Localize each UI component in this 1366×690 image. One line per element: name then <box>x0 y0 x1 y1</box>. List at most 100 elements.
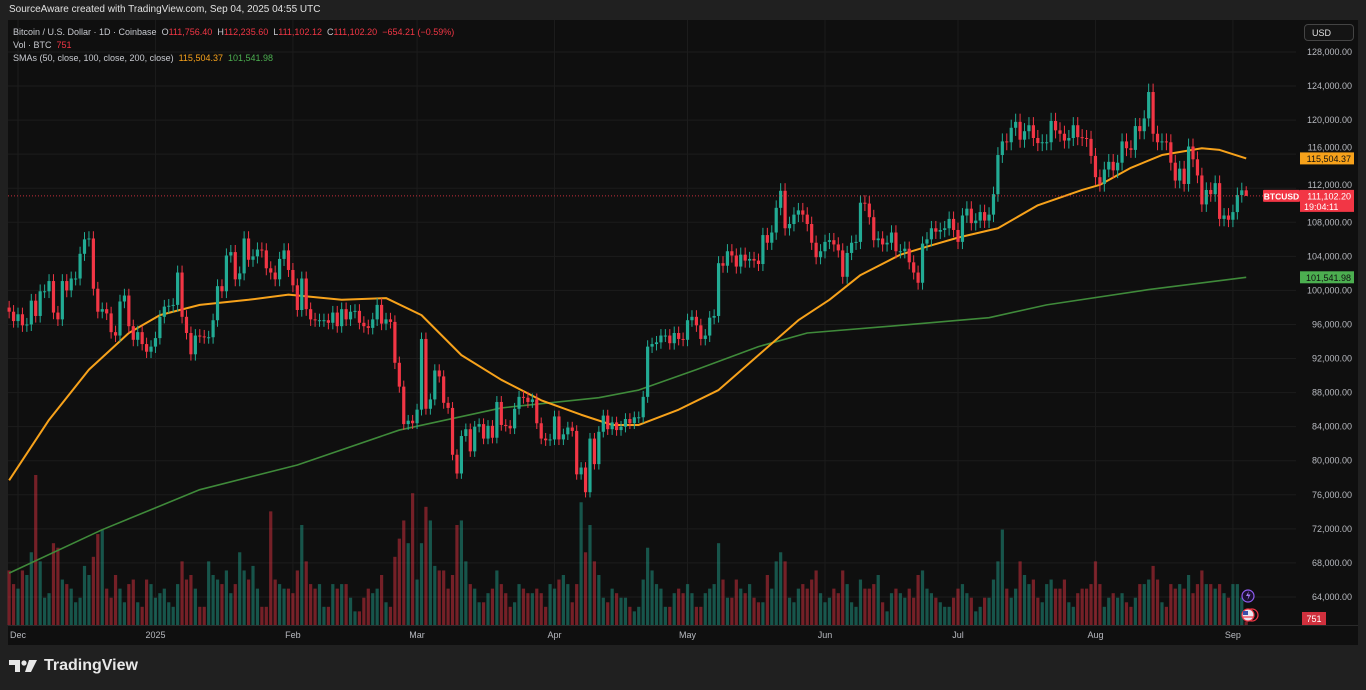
volume-bar <box>468 584 472 625</box>
candle-body <box>442 376 446 403</box>
candle-body <box>437 370 441 377</box>
candle-body <box>951 218 956 230</box>
candle-body <box>619 426 623 431</box>
volume-bar <box>326 606 330 625</box>
volume-label[interactable]: Vol · BTC <box>13 40 52 50</box>
candle-body <box>592 438 597 465</box>
candle-body <box>947 218 951 229</box>
candle-body <box>477 424 481 427</box>
sma-label[interactable]: SMAs (50, close, 100, close, 200, close) <box>13 53 174 63</box>
volume-bar <box>313 588 317 625</box>
candle-body <box>127 295 131 327</box>
candle-body <box>158 316 162 339</box>
volume-bar <box>1195 584 1200 625</box>
candle-body <box>748 258 752 261</box>
volume-bar <box>375 588 379 625</box>
candle-body <box>1182 168 1186 184</box>
us-flag-event-icon[interactable] <box>1241 608 1259 622</box>
lightning-event-icon[interactable] <box>1241 589 1255 603</box>
candle-body <box>1204 189 1208 205</box>
candle-body <box>654 342 659 345</box>
volume-bar <box>43 597 47 625</box>
volume-bar <box>597 575 601 625</box>
volume-bar <box>1213 588 1217 625</box>
candle-body <box>375 304 379 320</box>
volume-bar <box>743 593 747 625</box>
volume-bar <box>637 606 641 625</box>
candle-body <box>1178 168 1182 181</box>
candle-body <box>1098 177 1102 184</box>
candle-body <box>464 429 468 437</box>
candle-body <box>459 436 463 474</box>
candle-body <box>885 242 889 245</box>
volume-bar <box>619 597 623 625</box>
candle-body <box>814 242 818 258</box>
candle-body <box>331 312 335 323</box>
volume-value: 751 <box>56 40 72 50</box>
volume-bar <box>269 511 273 625</box>
candle-body <box>872 217 876 241</box>
volume-bar <box>606 602 610 625</box>
chart-panel[interactable] <box>8 20 1358 645</box>
symbol-title[interactable]: Bitcoin / U.S. Dollar · 1D · Coinbase <box>13 27 157 37</box>
volume-bar <box>1160 602 1164 625</box>
volume-bar <box>818 593 823 625</box>
volume-bar <box>1138 584 1142 625</box>
volume-bar <box>34 475 38 625</box>
candle-body <box>96 288 100 312</box>
volume-bar <box>1231 584 1235 625</box>
candle-body <box>907 248 911 263</box>
candle-body <box>965 208 969 216</box>
candle-body <box>140 332 144 345</box>
volume-bar <box>353 611 357 625</box>
volume-bar <box>379 575 384 625</box>
candle-body <box>513 408 517 429</box>
candle-body <box>371 319 375 328</box>
volume-bar <box>1218 584 1222 625</box>
volume-bar <box>552 588 557 625</box>
candle-body <box>481 424 486 439</box>
currency-button[interactable]: USD <box>1304 24 1354 41</box>
volume-bar <box>450 575 455 625</box>
candle-body <box>411 420 415 424</box>
price-tick-label: 124,000.00 <box>1307 81 1352 91</box>
candle-body <box>455 454 459 474</box>
volume-bar <box>1173 588 1177 625</box>
candle-body <box>730 251 734 256</box>
volume-bar <box>836 593 840 625</box>
volume-bar <box>1014 588 1018 625</box>
last-price-label: 111,102.20 <box>1307 191 1351 201</box>
candle-body <box>504 424 508 426</box>
volume-bar <box>362 597 366 625</box>
volume-bar <box>1240 597 1244 625</box>
volume-bar <box>623 597 628 625</box>
candle-body <box>384 319 388 324</box>
volume-bar <box>251 565 255 625</box>
volume-bar <box>60 579 64 625</box>
sma50-price-label-bg <box>1300 152 1354 165</box>
footer-brand[interactable]: TradingView <box>9 657 138 675</box>
volume-bar <box>428 520 432 625</box>
volume-bar <box>255 588 260 625</box>
volume-bar <box>260 606 264 625</box>
volume-bar <box>756 602 761 625</box>
open-value: 111,756.40 <box>168 27 213 37</box>
candle-body <box>1200 175 1204 205</box>
candle-body <box>353 310 357 312</box>
candle-body <box>1027 125 1031 132</box>
price-tick-label: 100,000.00 <box>1307 285 1352 295</box>
candle-body <box>690 316 694 321</box>
volume-bar <box>131 579 135 625</box>
volume-bar <box>1209 584 1213 625</box>
volume-bar <box>437 570 441 625</box>
volume-bar <box>477 602 481 625</box>
volume-bar <box>628 606 632 625</box>
candle-body <box>1014 121 1018 128</box>
candle-body <box>756 260 761 265</box>
candle-body <box>167 305 171 307</box>
candle-body <box>739 254 743 267</box>
candle-body <box>1169 142 1173 163</box>
candle-body <box>641 396 645 418</box>
candle-body <box>1155 133 1160 143</box>
